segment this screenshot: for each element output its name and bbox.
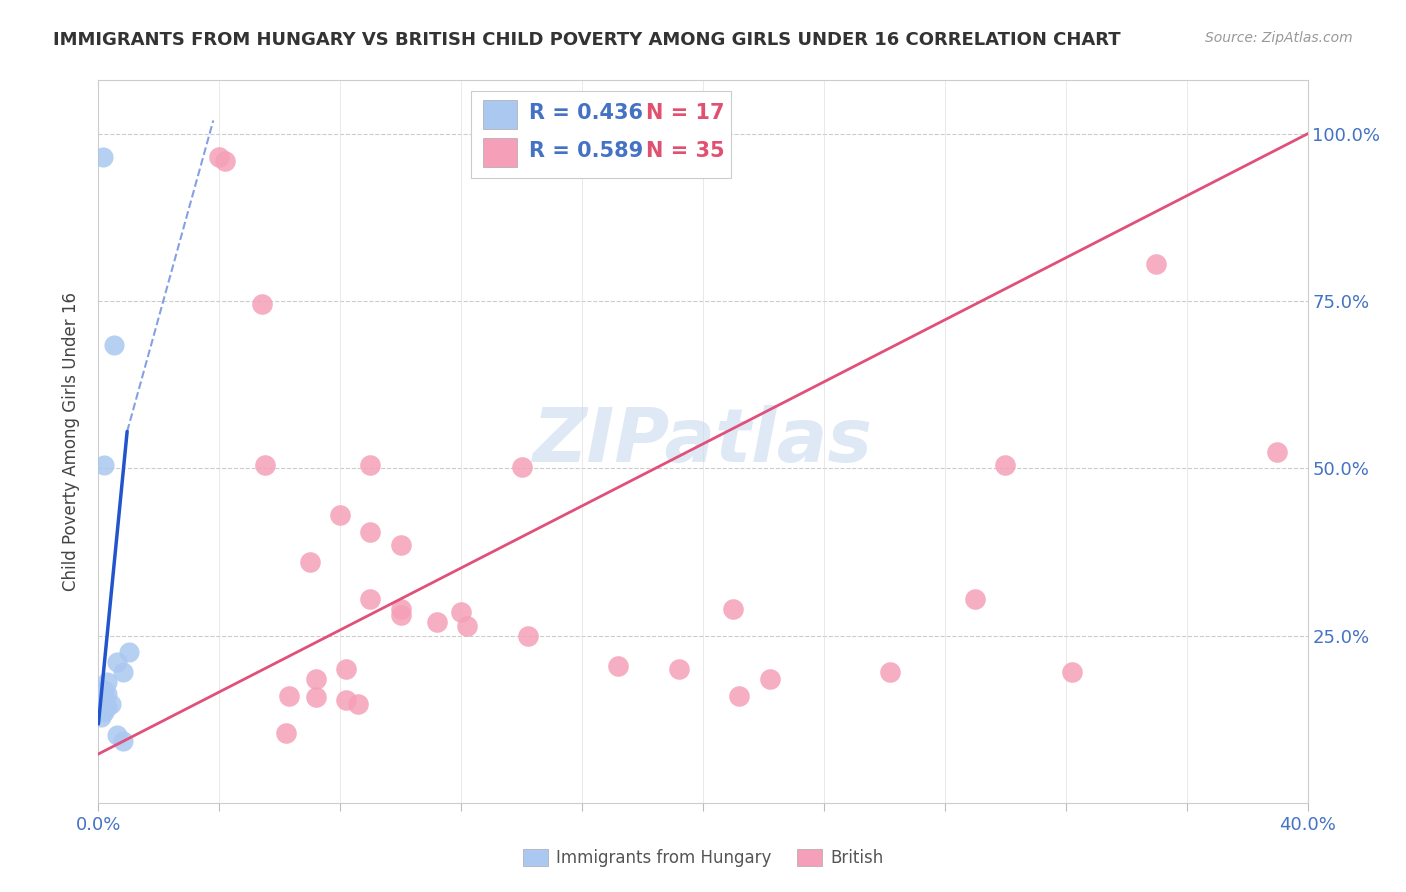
Point bbox=[274, 725, 297, 739]
Point bbox=[305, 672, 328, 686]
Legend: Immigrants from Hungary, British: Immigrants from Hungary, British bbox=[516, 842, 890, 874]
Point bbox=[103, 337, 125, 351]
Point bbox=[93, 683, 115, 698]
Point bbox=[360, 591, 382, 606]
Point bbox=[277, 689, 299, 703]
Point bbox=[389, 602, 412, 616]
Point bbox=[758, 672, 780, 686]
Point bbox=[91, 150, 114, 164]
Text: N = 35: N = 35 bbox=[647, 141, 725, 161]
Point bbox=[456, 618, 478, 632]
FancyBboxPatch shape bbox=[482, 138, 517, 167]
Point bbox=[111, 734, 134, 748]
Point bbox=[96, 687, 118, 701]
Point bbox=[607, 658, 630, 673]
Text: R = 0.436: R = 0.436 bbox=[529, 103, 643, 123]
Point bbox=[335, 693, 357, 707]
Y-axis label: Child Poverty Among Girls Under 16: Child Poverty Among Girls Under 16 bbox=[62, 292, 80, 591]
Point bbox=[214, 153, 236, 168]
Point bbox=[1267, 444, 1289, 458]
FancyBboxPatch shape bbox=[471, 91, 731, 178]
Point bbox=[96, 700, 118, 714]
Point bbox=[516, 628, 538, 642]
Point bbox=[347, 697, 370, 711]
Text: N = 17: N = 17 bbox=[647, 103, 724, 123]
Point bbox=[723, 602, 745, 616]
Text: R = 0.589: R = 0.589 bbox=[529, 141, 643, 161]
Point bbox=[389, 538, 412, 552]
Point bbox=[1060, 665, 1083, 680]
Point bbox=[93, 458, 115, 472]
Point bbox=[90, 710, 112, 724]
Point bbox=[668, 662, 690, 676]
Point bbox=[93, 706, 115, 720]
Text: IMMIGRANTS FROM HUNGARY VS BRITISH CHILD POVERTY AMONG GIRLS UNDER 16 CORRELATIO: IMMIGRANTS FROM HUNGARY VS BRITISH CHILD… bbox=[53, 31, 1121, 49]
Point bbox=[111, 665, 134, 680]
Point bbox=[450, 605, 472, 619]
Point bbox=[118, 645, 141, 659]
Point bbox=[96, 675, 118, 690]
Point bbox=[510, 460, 533, 475]
Point bbox=[250, 297, 273, 311]
Point bbox=[1144, 257, 1167, 271]
Point bbox=[105, 655, 128, 669]
Point bbox=[253, 458, 276, 472]
Point bbox=[90, 694, 112, 708]
Point bbox=[305, 690, 328, 705]
Point bbox=[994, 458, 1017, 472]
FancyBboxPatch shape bbox=[482, 100, 517, 128]
Point bbox=[965, 591, 987, 606]
Point bbox=[389, 608, 412, 623]
Point bbox=[299, 555, 322, 569]
Point bbox=[426, 615, 449, 630]
Point bbox=[360, 524, 382, 539]
Text: ZIPatlas: ZIPatlas bbox=[533, 405, 873, 478]
Point bbox=[100, 697, 122, 711]
Point bbox=[360, 458, 382, 472]
Point bbox=[105, 728, 128, 742]
Point bbox=[329, 508, 352, 523]
Point bbox=[728, 689, 751, 703]
Point bbox=[335, 662, 357, 676]
Text: Source: ZipAtlas.com: Source: ZipAtlas.com bbox=[1205, 31, 1353, 45]
Point bbox=[879, 665, 901, 680]
Point bbox=[93, 690, 115, 705]
Point bbox=[208, 150, 231, 164]
